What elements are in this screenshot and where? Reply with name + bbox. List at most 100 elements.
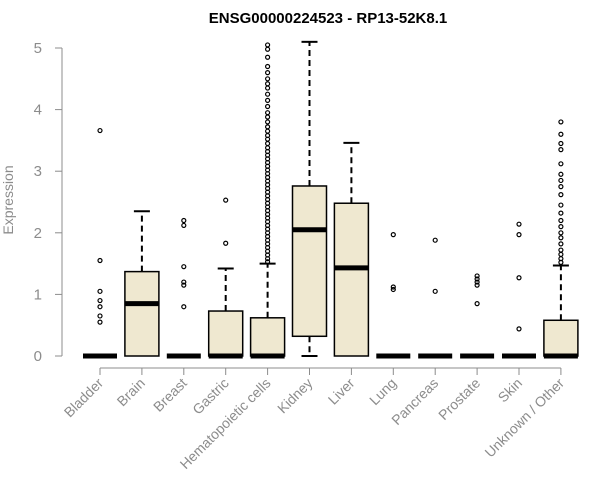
outlier-4-50 <box>265 259 271 265</box>
outlier-11-4 <box>558 161 564 167</box>
box-6 <box>333 141 370 357</box>
x-tick-label-2: Breast <box>150 375 190 415</box>
outlier-2-1 <box>181 222 187 229</box>
x-tick-label-6: Liver <box>325 375 358 408</box>
outlier-11-16 <box>558 247 564 253</box>
outlier-0-6 <box>97 319 103 325</box>
box-7 <box>376 232 411 359</box>
outlier-11-10 <box>558 210 564 216</box>
outlier-4-3 <box>265 63 271 70</box>
outlier-11-7 <box>558 184 564 190</box>
outlier-11-19 <box>558 259 564 265</box>
outlier-4-7 <box>265 85 271 91</box>
outlier-3-0 <box>223 197 229 203</box>
box-8 <box>418 237 453 359</box>
box-body-1 <box>124 270 160 357</box>
outlier-7-0 <box>390 232 396 238</box>
outlier-4-14 <box>265 124 271 130</box>
outlier-11-12 <box>558 224 564 230</box>
outlier-4-6 <box>265 81 271 87</box>
box-11 <box>543 119 579 359</box>
outlier-7-2 <box>390 286 396 293</box>
outlier-2-3 <box>181 279 187 285</box>
box-body-3 <box>207 310 244 357</box>
outlier-9-1 <box>474 276 480 282</box>
outlier-11-3 <box>558 147 564 153</box>
x-tick-label-5: Kidney <box>274 375 316 417</box>
outlier-10-1 <box>516 232 522 238</box>
y-tick-label-4: 4 <box>34 102 42 119</box>
box-4 <box>249 42 286 359</box>
outlier-11-13 <box>558 230 564 236</box>
outlier-4-4 <box>265 70 271 76</box>
y-tick-label-2: 2 <box>34 225 42 242</box>
outlier-3-1 <box>223 240 229 246</box>
outlier-4-18 <box>265 140 271 147</box>
outlier-4-11 <box>265 110 271 116</box>
outlier-8-0 <box>432 237 438 243</box>
box-3 <box>207 197 244 359</box>
outlier-4-0 <box>265 42 271 48</box>
outlier-0-2 <box>97 288 103 294</box>
x-tick-label-10: Skin <box>495 375 526 406</box>
x-tick-label-9: Prostate <box>435 375 483 423</box>
outlier-2-5 <box>181 304 187 310</box>
outlier-9-3 <box>474 282 480 288</box>
box-body-11 <box>543 319 579 357</box>
outlier-11-0 <box>558 119 564 125</box>
x-tick-label-1: Brain <box>114 375 148 409</box>
outlier-4-12 <box>265 114 271 120</box>
outlier-0-5 <box>97 313 103 319</box>
outlier-11-15 <box>558 241 564 247</box>
box-body-4 <box>249 317 286 357</box>
box-1 <box>124 210 160 357</box>
outlier-4-8 <box>265 91 271 97</box>
outlier-11-1 <box>558 131 564 137</box>
outlier-11-14 <box>558 235 564 241</box>
outlier-11-17 <box>558 251 564 257</box>
outlier-11-5 <box>558 171 564 177</box>
y-tick-label-0: 0 <box>34 348 42 365</box>
box-2 <box>166 217 201 359</box>
outlier-11-9 <box>558 202 564 208</box>
outlier-0-0 <box>97 127 103 134</box>
outlier-4-13 <box>265 119 271 125</box>
outlier-4-5 <box>265 76 271 82</box>
outlier-11-11 <box>558 217 564 224</box>
outlier-0-4 <box>97 304 103 310</box>
x-tick-label-11: Unknown / Other <box>481 375 567 461</box>
outlier-9-4 <box>474 301 480 307</box>
y-tick-label-5: 5 <box>34 40 42 57</box>
outlier-8-1 <box>432 288 438 294</box>
outlier-10-2 <box>516 275 522 281</box>
outlier-4-1 <box>265 46 271 52</box>
y-axis-label: Expression <box>0 165 16 234</box>
outlier-0-1 <box>97 257 103 264</box>
plot-area <box>83 40 579 359</box>
box-9 <box>460 273 495 359</box>
y-tick-label-1: 1 <box>34 286 42 303</box>
box-10 <box>502 221 536 359</box>
outlier-10-3 <box>516 326 522 332</box>
box-body-5 <box>291 185 328 338</box>
outlier-11-8 <box>558 192 564 198</box>
outlier-11-2 <box>558 140 564 147</box>
outlier-4-10 <box>265 103 271 110</box>
chart-title: ENSG00000224523 - RP13-52K8.1 <box>209 10 448 27</box>
box-5 <box>291 40 328 357</box>
y-tick-label-3: 3 <box>34 163 42 180</box>
outlier-4-15 <box>265 128 271 134</box>
x-tick-label-8: Pancreas <box>388 375 441 428</box>
outlier-11-6 <box>558 177 564 184</box>
y-axis: 0 1 2 3 4 5 <box>34 40 63 365</box>
x-tick-label-7: Lung <box>366 375 399 408</box>
outlier-9-0 <box>474 273 480 279</box>
box-body-6 <box>333 202 370 357</box>
outlier-7-1 <box>390 284 396 290</box>
outlier-2-2 <box>181 264 187 270</box>
outlier-2-0 <box>181 217 187 224</box>
outlier-9-2 <box>474 279 480 285</box>
x-tick-label-0: Bladder <box>61 375 107 421</box>
